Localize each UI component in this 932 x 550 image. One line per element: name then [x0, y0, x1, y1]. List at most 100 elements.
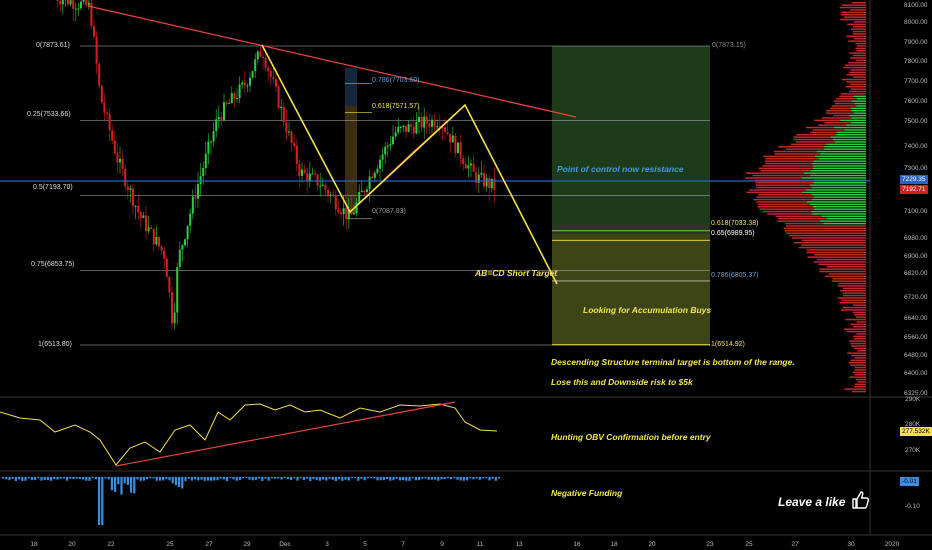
time-tick: 20 [68, 541, 76, 548]
funding-bar [72, 477, 75, 480]
candle-body [332, 194, 335, 197]
volume-bar-sell [806, 251, 866, 254]
abcd-pattern [261, 44, 558, 285]
volume-bar-buy [814, 208, 866, 210]
volume-bar-sell [796, 134, 836, 136]
funding-bar [21, 477, 24, 481]
funding-bar [322, 477, 325, 480]
funding-bar [264, 477, 267, 479]
volume-bar-sell [764, 160, 814, 162]
volume-bar-sell [826, 112, 854, 114]
volume-bar-sell [799, 246, 866, 249]
volume-bar-sell [855, 47, 866, 50]
candle-body [160, 246, 163, 251]
funding-bar [443, 477, 446, 480]
annotation-descending: Descending Structure terminal target is … [551, 357, 795, 367]
funding-bar [392, 477, 395, 481]
volume-bar-sell [842, 292, 866, 294]
funding-bar [171, 477, 174, 484]
candle-body [220, 117, 223, 120]
candle-body [80, 1, 82, 9]
volume-bar-sell [842, 306, 866, 309]
funding-bar [459, 477, 462, 481]
volume-bar-sell [847, 23, 866, 26]
funding-bar [427, 477, 430, 480]
time-tick: 23 [706, 541, 714, 548]
fib-lines [80, 45, 710, 346]
volume-bar-sell [853, 26, 866, 28]
funding-bar [254, 477, 257, 480]
volume-bar-sell [849, 340, 866, 342]
candle-body [490, 178, 493, 189]
funding-bar [328, 477, 331, 479]
candle-body [493, 178, 496, 191]
funding-bar [123, 477, 126, 484]
volume-bar-sell [759, 208, 815, 210]
time-tick: 25 [166, 541, 174, 548]
funding-bar [120, 477, 123, 495]
funding-bar [280, 477, 283, 480]
candle-body [360, 190, 363, 193]
candle-body [293, 143, 296, 146]
volume-bar-sell [854, 347, 866, 350]
candle-body [392, 136, 394, 145]
obv-tick-270k: 270K [905, 447, 921, 454]
volume-bar-sell [778, 146, 825, 148]
candle-body [298, 164, 301, 176]
volume-bar-sell [777, 220, 821, 222]
volume-bar-buy [850, 107, 866, 110]
volume-bar-buy [835, 134, 866, 136]
funding-bar [200, 477, 203, 480]
funding-bar [168, 477, 171, 481]
funding-bar [366, 477, 369, 479]
candle-body [277, 86, 280, 109]
fib-label-0.75: 0.75(6853.75) [31, 261, 75, 268]
volume-bar-sell [814, 119, 841, 122]
funding-bar [494, 477, 497, 481]
volume-bar-sell [844, 328, 866, 330]
volume-bar-sell [852, 30, 866, 33]
volume-bar-buy [812, 198, 866, 201]
funding-bar [213, 477, 216, 481]
funding-bar [472, 477, 475, 480]
candle-body [173, 312, 176, 324]
price-tick: 7100.00 [904, 208, 928, 215]
volume-bar-sell [819, 270, 866, 273]
candle-body [72, 0, 75, 9]
candle-body [90, 2, 93, 26]
candle-body [264, 57, 267, 68]
volume-bar-sell [846, 35, 866, 38]
fib-label-0: 0(7873.61) [36, 42, 70, 49]
funding-bar [424, 477, 427, 479]
volume-bar-buy [853, 112, 866, 114]
volume-bar-buy [836, 131, 866, 134]
obv-flag: 277.532K [900, 427, 932, 436]
volume-bar-sell [845, 86, 866, 88]
funding-bar [344, 477, 347, 480]
volume-bar-sell [850, 359, 866, 362]
funding-bar [190, 477, 193, 481]
funding-bar [437, 477, 440, 481]
candle-body [347, 209, 350, 219]
funding-bar [222, 477, 225, 480]
volume-bar-sell [749, 189, 807, 191]
volume-bar-sell [844, 16, 866, 18]
volume-bar-buy [812, 167, 866, 170]
candle-body [67, 0, 69, 5]
annotation-poc: Point of control now resistance [557, 164, 684, 174]
candle-body [288, 131, 290, 133]
candle-body [124, 168, 127, 187]
funding-bar [11, 477, 14, 479]
volume-bar-sell [849, 376, 866, 378]
volume-bar-sell [849, 90, 866, 93]
candle-body [384, 146, 387, 155]
volume-bar-sell [853, 21, 866, 23]
volume-bar-sell [856, 45, 866, 47]
candle-body [85, 0, 88, 6]
candle-body [483, 172, 485, 187]
leave-a-like[interactable]: Leave a like [778, 490, 870, 513]
volume-bar-sell [856, 59, 866, 62]
funding-bar [354, 477, 357, 479]
candle-body [59, 0, 62, 5]
